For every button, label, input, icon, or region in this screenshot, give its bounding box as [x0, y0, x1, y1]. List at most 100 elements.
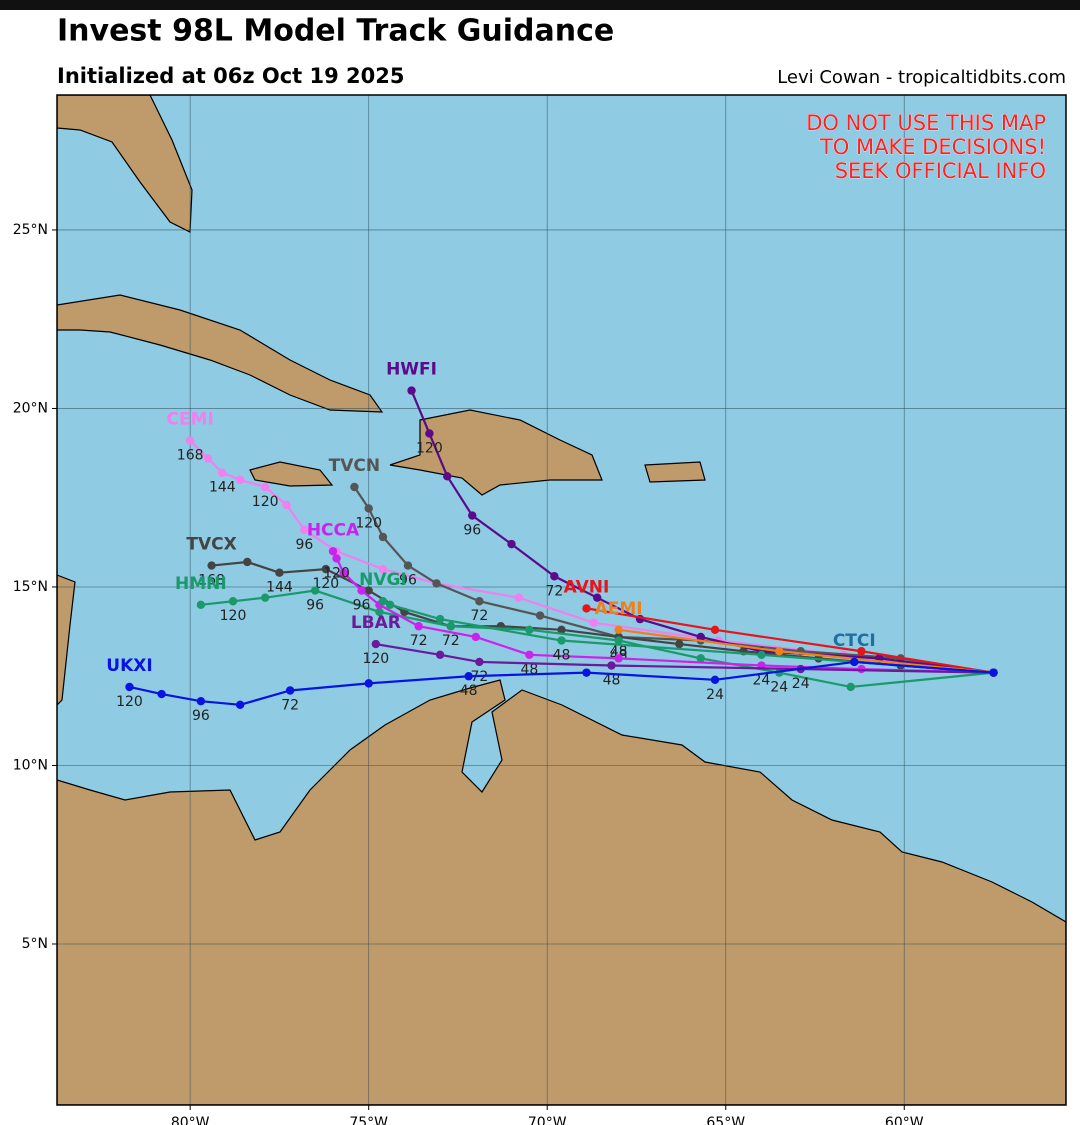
track-point — [582, 668, 591, 677]
track-point — [385, 600, 395, 610]
forecast-hour-label: 24 — [753, 673, 771, 689]
warning-text: DO NOT USE THIS MAP — [806, 111, 1046, 135]
track-point — [260, 593, 270, 602]
forecast-hour-label: 120 — [312, 576, 339, 592]
model-name: AEMI — [595, 599, 643, 619]
model-name: CEMI — [167, 410, 214, 430]
forecast-hour-label: 120 — [416, 440, 443, 456]
hispaniola — [389, 409, 603, 496]
y-tick-label: 15°N — [13, 579, 48, 595]
forecast-hour-label: 120 — [355, 515, 382, 531]
x-tick-label: 60°W — [885, 1115, 924, 1125]
track-point — [989, 668, 998, 677]
track-point — [275, 568, 284, 577]
grid — [57, 95, 1066, 1105]
track-point — [525, 625, 534, 635]
track-point — [589, 618, 598, 627]
track-point — [364, 679, 373, 688]
track-point — [614, 636, 623, 645]
forecast-hour-label: 96 — [192, 708, 210, 724]
forecast-hour-label: 144 — [266, 580, 293, 596]
forecast-hour-label: 24 — [770, 680, 788, 696]
forecast-hour-label: 120 — [252, 494, 279, 510]
model-name: HMNI — [175, 574, 227, 594]
track-point — [157, 689, 166, 699]
forecast-hour-label: 72 — [442, 633, 460, 649]
track-point — [235, 700, 245, 709]
model-name: TVCN — [329, 456, 380, 476]
model-name: AVNI — [564, 577, 610, 597]
forecast-hour-label: 24 — [792, 676, 810, 692]
track-point — [207, 561, 216, 570]
track-point — [675, 639, 684, 649]
track-point — [350, 482, 359, 492]
forecast-hour-label: 120 — [323, 565, 350, 581]
tracks: 96 120 144 168 CEMI 48 72 96 120 TVCN 120 144 168 TVC… — [106, 360, 998, 724]
track-point — [614, 654, 623, 663]
forecast-hour-label: 72 — [470, 608, 488, 624]
model-name: TVCX — [186, 535, 236, 555]
track-point — [696, 654, 705, 663]
track-point — [378, 564, 388, 574]
track-point — [857, 647, 866, 656]
track-point — [403, 561, 413, 570]
y-tick-label: 20°N — [13, 400, 48, 416]
forecast-hour-label: 96 — [399, 573, 417, 589]
track-line — [586, 607, 994, 674]
track-point — [282, 500, 291, 510]
track-point — [435, 614, 445, 624]
x-tick-label: 70°W — [528, 1115, 567, 1125]
track-point — [203, 454, 213, 463]
forecast-hour-label: 168 — [198, 573, 225, 589]
jamaica — [249, 461, 334, 487]
cuba — [57, 294, 384, 413]
track-point — [710, 675, 720, 684]
forecast-hour-label: 48 — [603, 673, 621, 689]
track-point — [468, 511, 477, 520]
x-tick-label: 75°W — [349, 1115, 388, 1125]
track-point — [364, 504, 373, 513]
credit: Levi Cowan - tropicaltidbits.com — [777, 67, 1066, 88]
model-name: LBAR — [351, 613, 401, 633]
forecast-hour-label: 168 — [177, 448, 204, 464]
y-tick-label: 10°N — [13, 757, 48, 773]
track-point — [432, 579, 441, 588]
frame — [56, 94, 1067, 1106]
track-line — [375, 643, 994, 674]
track-point — [593, 593, 602, 602]
track-point — [375, 607, 384, 617]
track-point — [582, 604, 591, 613]
track-point — [310, 586, 320, 595]
forecast-hour-label: 96 — [296, 537, 314, 553]
forecast-hour-label: 96 — [306, 598, 324, 614]
track-point — [464, 672, 473, 681]
forecast-hour-label: 48 — [553, 648, 571, 664]
track-point — [414, 622, 423, 631]
track-point — [696, 632, 705, 642]
track-point — [475, 597, 484, 606]
track-point — [185, 436, 195, 445]
track-point — [371, 639, 381, 649]
forecast-hour-label: 96 — [463, 523, 481, 539]
track-point — [339, 568, 348, 577]
track-point — [710, 625, 720, 635]
track-point — [378, 532, 388, 542]
warning-text: SEEK OFFICIAL INFO — [835, 159, 1046, 183]
track-point — [475, 657, 484, 667]
track-point — [614, 625, 623, 635]
track-point — [514, 593, 523, 602]
track-point — [407, 386, 416, 395]
track-point — [285, 686, 295, 695]
x-tick-label: 65°W — [706, 1115, 745, 1125]
subtitle: Initialized at 06z Oct 19 2025 — [57, 64, 404, 88]
track-point — [218, 468, 227, 477]
axes: 5°N 10°N 15°N 20°N 25°N 80°W 75°W 70°W 65°W 60°W — [13, 222, 924, 1125]
title: Invest 98L Model Track Guidance — [57, 14, 614, 49]
forecast-hour-label: 120 — [220, 608, 247, 624]
track-point — [446, 622, 456, 631]
track-point — [243, 557, 252, 567]
y-tick-label: 25°N — [13, 222, 48, 238]
track-point — [775, 647, 784, 656]
track-point — [228, 597, 238, 606]
